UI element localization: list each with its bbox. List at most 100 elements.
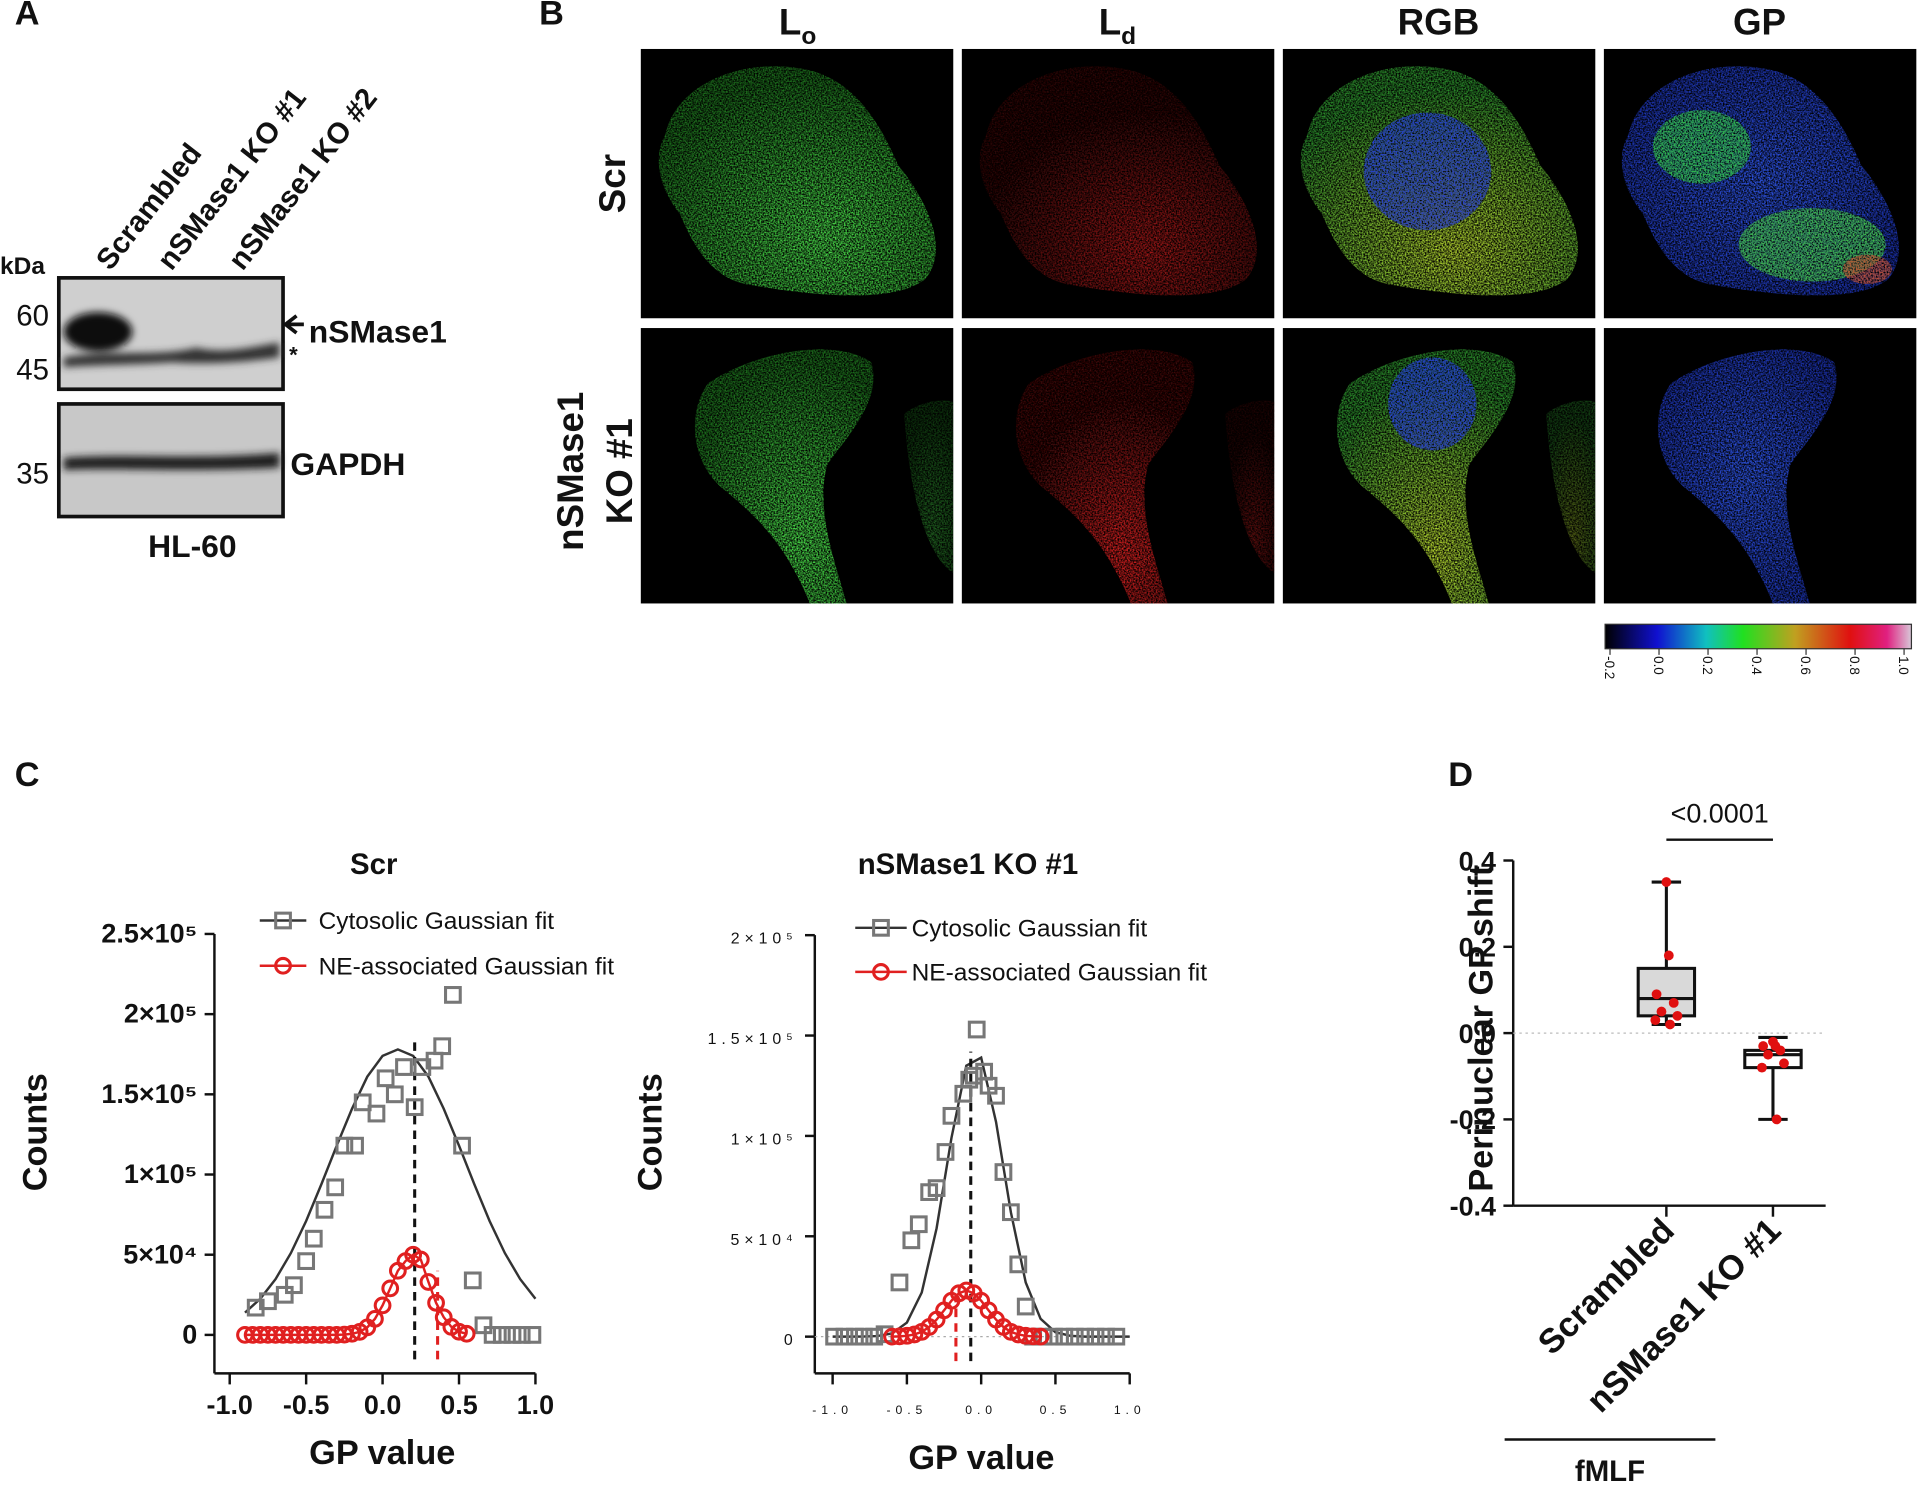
data-point <box>335 1136 354 1155</box>
y-tick-label: 1.5×10⁵ <box>708 1031 798 1048</box>
header-main: L <box>779 1 801 42</box>
y-tick-label: 0 <box>784 1332 798 1349</box>
y-axis-label: Perinuclear GP shift <box>1462 865 1500 1192</box>
data-point <box>433 1037 452 1056</box>
micrograph <box>640 48 954 319</box>
data-point <box>259 1292 277 1311</box>
legend-label: NE-associated Gaussian fit <box>319 953 615 980</box>
x-tick-label: 0.0 <box>364 1390 401 1420</box>
y-tick-label: 0.4 <box>1459 846 1496 876</box>
micrograph <box>1603 48 1917 319</box>
y-axis-label: Counts <box>17 1073 55 1191</box>
legend-marker <box>274 911 292 930</box>
micrograph <box>1282 328 1596 604</box>
data-point <box>927 1179 946 1197</box>
cell <box>658 66 936 296</box>
data-point <box>1779 1058 1789 1069</box>
chart: 0 5×10⁴ 1×10⁵ 1.5×10⁵ 2×10⁵ -1.0 -0.5 0.0 0.5 1.0… <box>632 848 1208 1477</box>
unit-label: kDa <box>0 253 45 280</box>
data-point <box>994 1163 1013 1181</box>
colorbar <box>1604 623 1913 650</box>
cell <box>904 400 954 573</box>
x-tick-label: -0.5 <box>283 1390 329 1420</box>
y-tick-label: 2.5×10⁵ <box>101 919 197 949</box>
data-point <box>463 1271 482 1290</box>
data-point <box>427 1293 445 1312</box>
data-point <box>405 1098 424 1117</box>
data-point <box>954 1084 973 1103</box>
data-point <box>483 1326 502 1344</box>
data-point <box>1763 1049 1773 1060</box>
header-sub: d <box>1121 23 1136 50</box>
y-tick-label: 0.0 <box>1459 1019 1496 1049</box>
data-point <box>964 1066 983 1085</box>
data-point <box>987 1086 1005 1105</box>
column-header: Ld <box>1099 1 1136 50</box>
row-label: KO #1 <box>599 418 640 524</box>
column-header: Lo <box>779 1 816 50</box>
colorbar-label: 0.0 <box>1651 656 1666 675</box>
data-point <box>457 1324 476 1343</box>
x-axis-label: GP value <box>908 1439 1054 1477</box>
data-point <box>1757 1062 1767 1073</box>
group-label: fMLF <box>1575 1455 1645 1486</box>
data-point <box>1651 989 1662 1000</box>
data-point <box>835 1327 854 1346</box>
legend-marker <box>872 918 890 937</box>
data-point <box>854 1327 873 1346</box>
data-point <box>503 1326 522 1344</box>
x-tick-label: 0.0 <box>965 1403 997 1417</box>
data-point <box>1016 1297 1035 1316</box>
data-point <box>942 1106 961 1125</box>
legend-marker <box>274 956 292 975</box>
data-point <box>1661 877 1672 887</box>
data-point <box>326 1178 345 1197</box>
data-point <box>1650 1015 1661 1026</box>
data-point <box>343 1324 361 1343</box>
data-point <box>1076 1327 1095 1346</box>
data-point <box>523 1326 542 1344</box>
y-tick-label: 5×10⁴ <box>730 1232 797 1249</box>
data-point <box>967 1020 986 1039</box>
data-point <box>373 1296 392 1315</box>
colorbar-label: 0.2 <box>1700 656 1715 675</box>
data-point <box>450 1322 468 1341</box>
data-point <box>902 1231 921 1250</box>
y-tick-label: 0.2 <box>1459 933 1496 963</box>
y-tick-label: 5×10⁴ <box>123 1239 197 1269</box>
gp-patch <box>1652 110 1751 184</box>
x-tick-label: nSMase1 KO #1 <box>1580 1211 1789 1420</box>
fit-line <box>244 1048 537 1314</box>
y-tick-label: 1×10⁵ <box>731 1131 798 1148</box>
x-tick-label: 1.0 <box>517 1390 554 1420</box>
data-point <box>411 1250 430 1269</box>
cell <box>1657 349 1837 604</box>
data-point <box>909 1215 928 1234</box>
cell <box>979 66 1257 296</box>
data-point <box>1665 1019 1675 1030</box>
marker-label: 35 <box>16 458 49 491</box>
data-point <box>297 1252 316 1270</box>
data-point <box>285 1276 303 1295</box>
data-point <box>376 1069 395 1088</box>
panel-label: A <box>15 0 40 32</box>
y-tick-label: 2×10⁵ <box>731 931 798 948</box>
data-point <box>367 1104 386 1123</box>
band-label: nSMase1 <box>309 314 447 350</box>
micrograph <box>961 328 1275 604</box>
x-tick-label: 0.5 <box>440 1390 477 1420</box>
data-point <box>825 1327 843 1346</box>
data-point <box>846 1327 864 1346</box>
data-point <box>1086 1327 1105 1346</box>
cell <box>1225 400 1275 573</box>
data-point <box>346 1136 364 1155</box>
marker-label: 45 <box>16 353 49 386</box>
data-point <box>1097 1327 1115 1346</box>
legend-label: Cytosolic Gaussian fit <box>319 908 555 935</box>
data-point <box>474 1316 493 1335</box>
chart: 0 5×10⁴ 1×10⁵ 1.5×10⁵ 2×10⁵ 2.5×10⁵ -1.0 -0.5 0.… <box>17 848 615 1472</box>
data-point <box>1672 1010 1683 1021</box>
column-header: RGB <box>1398 1 1480 42</box>
header-main: L <box>1099 1 1121 42</box>
